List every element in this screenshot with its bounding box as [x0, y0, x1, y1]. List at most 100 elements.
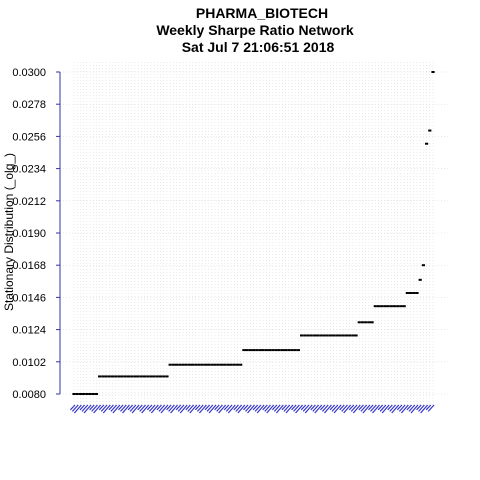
- data-point: [396, 305, 400, 308]
- x-tick-mark: [266, 404, 275, 414]
- data-point: [293, 349, 297, 352]
- x-tick-mark: [252, 404, 259, 411]
- data-point: [344, 334, 349, 337]
- data-point: [290, 349, 294, 352]
- data-point: [271, 349, 275, 352]
- y-tick-label: 0.0168: [12, 260, 46, 272]
- x-tick-mark: [170, 404, 179, 414]
- x-tick-mark: [122, 404, 130, 414]
- data-point: [364, 321, 368, 324]
- x-tick-mark: [343, 404, 352, 414]
- x-tick-mark: [91, 404, 98, 412]
- x-tick-mark: [341, 404, 348, 412]
- data-point: [360, 321, 365, 324]
- data-point: [168, 363, 172, 366]
- data-point: [325, 334, 329, 337]
- x-tick-mark: [127, 404, 134, 411]
- data-point: [316, 334, 320, 337]
- data-point: [130, 375, 134, 378]
- x-tick-mark: [131, 404, 140, 414]
- data-point: [110, 375, 115, 378]
- x-tick-mark: [420, 404, 429, 414]
- data-point: [181, 363, 185, 366]
- data-point: [348, 334, 352, 337]
- data-point: [274, 349, 278, 352]
- x-tick-mark: [235, 404, 243, 412]
- x-tick-mark: [89, 404, 95, 411]
- x-tick-mark: [391, 404, 400, 414]
- x-tick-mark: [214, 404, 220, 411]
- x-tick-mark: [339, 404, 345, 411]
- x-tick-mark: [310, 404, 316, 411]
- data-point: [357, 321, 361, 324]
- x-tick-mark: [118, 404, 124, 411]
- x-tick-mark: [247, 404, 255, 414]
- x-tick-mark: [166, 404, 172, 411]
- data-point: [370, 321, 374, 324]
- x-tick-mark: [408, 404, 416, 412]
- data-point: [412, 292, 416, 295]
- x-tick-mark: [321, 404, 329, 412]
- data-point: [126, 375, 131, 378]
- data-point: [312, 334, 317, 337]
- x-tick-mark: [352, 404, 361, 414]
- data-point: [389, 305, 393, 308]
- y-tick-label: 0.0190: [12, 228, 46, 240]
- x-tick-mark: [156, 404, 162, 411]
- x-tick-mark: [427, 404, 435, 412]
- y-tick-label: 0.0300: [12, 67, 46, 79]
- data-point: [78, 393, 83, 395]
- data-point: [85, 393, 89, 395]
- x-tick-mark: [129, 404, 137, 412]
- data-point: [114, 375, 118, 378]
- data-point: [351, 334, 355, 337]
- x-tick-mark: [304, 404, 313, 414]
- x-tick-mark: [410, 404, 419, 414]
- data-point: [332, 334, 336, 337]
- x-tick-mark: [81, 404, 89, 412]
- x-tick-mark: [146, 404, 153, 411]
- x-tick-mark: [150, 404, 159, 414]
- data-point: [155, 375, 159, 378]
- x-tick-mark: [102, 404, 111, 414]
- data-point: [226, 363, 230, 366]
- x-tick-mark: [264, 404, 271, 412]
- x-tick-mark: [204, 404, 211, 411]
- x-tick-mark: [71, 404, 79, 412]
- x-tick-mark: [358, 404, 364, 411]
- x-tick-mark: [368, 404, 374, 411]
- data-point: [251, 349, 256, 352]
- x-tick-mark: [262, 404, 268, 411]
- data-point: [219, 363, 224, 366]
- data-point: [306, 334, 310, 337]
- x-tick-mark: [360, 404, 368, 412]
- x-tick-mark: [291, 404, 297, 411]
- x-tick-mark: [333, 404, 342, 414]
- data-point: [354, 334, 358, 337]
- data-point: [107, 375, 111, 378]
- x-tick-mark: [370, 404, 377, 412]
- data-point: [75, 393, 79, 395]
- x-tick-mark: [223, 404, 230, 411]
- data-point: [174, 363, 179, 366]
- data-point: [283, 349, 288, 352]
- data-point: [158, 375, 163, 378]
- x-tick-mark: [418, 404, 425, 412]
- data-point: [296, 349, 300, 352]
- data-point: [415, 292, 419, 295]
- x-tick-mark: [416, 404, 422, 411]
- data-point: [309, 334, 313, 337]
- x-tick-mark: [216, 404, 223, 412]
- data-point: [94, 393, 99, 395]
- data-point: [255, 349, 259, 352]
- x-tick-mark: [208, 404, 217, 414]
- data-point: [245, 349, 249, 352]
- x-tick-mark: [245, 404, 252, 412]
- x-tick-mark: [112, 404, 121, 414]
- chart-subtitle: Weekly Sharpe Ratio Network: [156, 22, 354, 38]
- x-tick-mark: [98, 404, 105, 411]
- x-tick-mark: [293, 404, 300, 412]
- data-point: [408, 292, 413, 295]
- data-point: [101, 375, 105, 378]
